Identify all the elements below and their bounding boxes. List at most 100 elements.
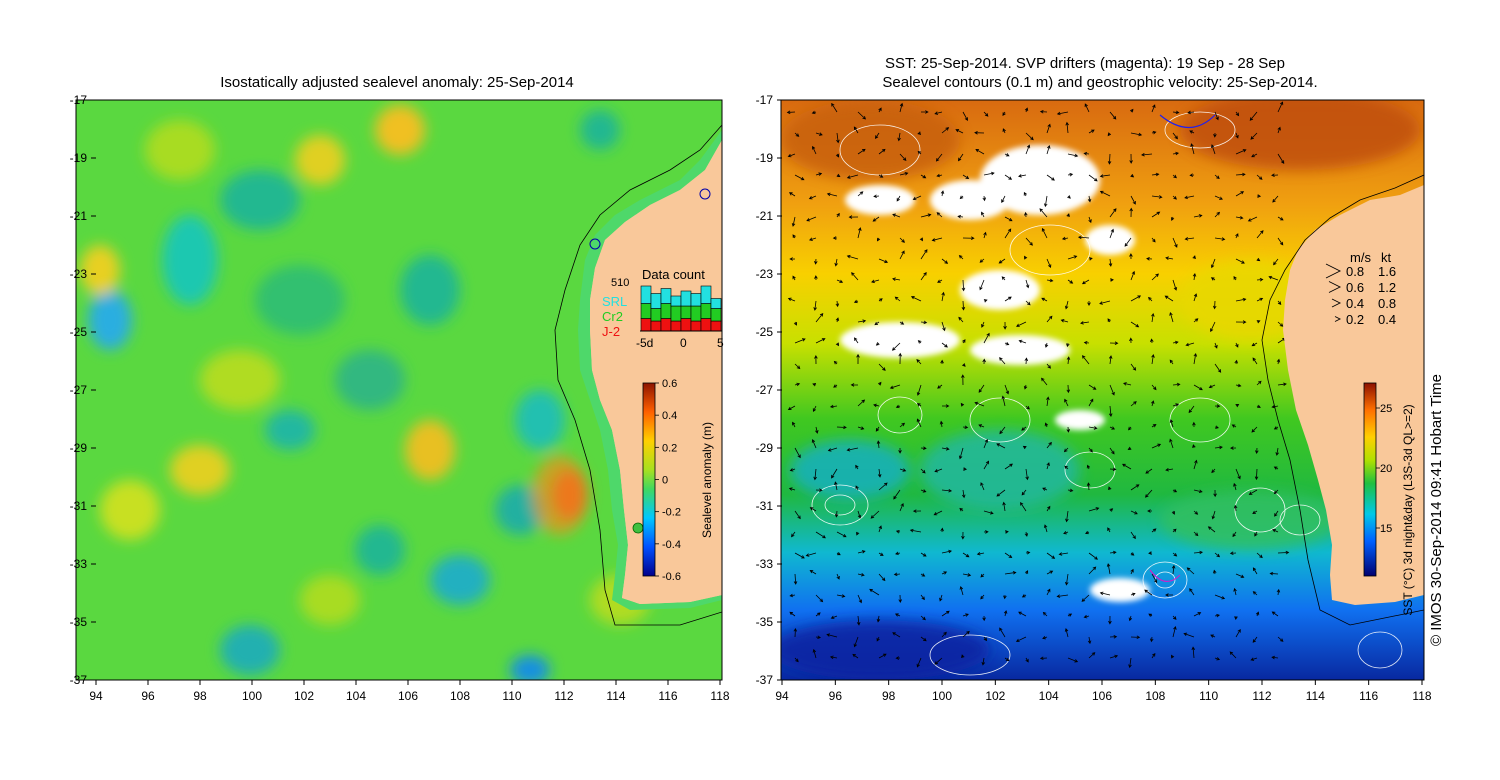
right-ytick--23: -23 xyxy=(756,267,774,281)
sla-field xyxy=(76,100,722,680)
sla-colorbar: 0.6 0.4 0.2 0 -0.2 -0.4 -0.6 Sealevel anomaly … xyxy=(642,378,714,583)
left-xtick-106: 106 xyxy=(398,689,418,703)
right-y-axis: -17 -19 -21 -23 -25 -27 -29 -31 -33 -35 -37 xyxy=(756,93,782,687)
velocity-ms-1: 0.6 xyxy=(1346,280,1364,295)
sst-colorbar-tick-0: 25 xyxy=(1380,403,1392,415)
left-xtick-96: 96 xyxy=(141,689,155,703)
count-bar-1-j2 xyxy=(650,320,662,332)
left-xtick-114: 114 xyxy=(606,689,625,703)
count-bar-4-j2 xyxy=(680,318,692,332)
count-bar-0-j2 xyxy=(640,318,652,332)
left-ytick--29: -29 xyxy=(70,441,88,455)
velocity-legend: m/s kt 0.8 1.60.6 1.20.4 0.80.2 0.4 xyxy=(1325,250,1396,327)
count-bar-7-j2 xyxy=(710,320,722,332)
sla-colorbar-tick-6: -0.6 xyxy=(662,571,681,583)
sla-colorbar-label: Sealevel anomaly (m) xyxy=(700,422,714,538)
data-count-bars xyxy=(640,285,722,332)
legend-j2: J-2 xyxy=(602,324,620,339)
right-xtick-112: 112 xyxy=(1252,689,1271,703)
sst-colorbar-tick-1: 20 xyxy=(1380,463,1392,475)
left-ytick--23: -23 xyxy=(70,267,88,281)
left-ytick--35: -35 xyxy=(70,615,88,629)
sla-colorbar-tick-3: 0 xyxy=(662,475,668,487)
count-bar-1-cr2 xyxy=(650,308,662,322)
sst-colorbar-label: SST (°C) 3d night&day (L3S-3d QL>=2) xyxy=(1401,404,1415,615)
velocity-arrow-0 xyxy=(1325,263,1342,279)
left-map-title: Isostatically adjusted sealevel anomaly:… xyxy=(220,74,574,91)
right-ytick--21: -21 xyxy=(756,209,774,223)
velocity-arrow-3 xyxy=(1334,316,1342,322)
sla-colorbar-tick-5: -0.4 xyxy=(662,539,681,551)
right-xtick-94: 94 xyxy=(775,689,789,703)
count-bar-5-cr2 xyxy=(690,305,702,322)
left-xtick-112: 112 xyxy=(554,689,573,703)
velocity-kt-0: 1.6 xyxy=(1378,264,1396,279)
imos-credit: © IMOS 30-Sep-2014 09:41 Hobart Time xyxy=(1428,374,1445,646)
count-bar-3-j2 xyxy=(670,320,682,332)
right-xtick-96: 96 xyxy=(829,689,843,703)
left-map-frame xyxy=(75,99,723,681)
right-ytick--19: -19 xyxy=(756,151,774,165)
count-bar-7-cr2 xyxy=(710,308,722,322)
left-y-axis: -17 -19 -21 -23 -25 -27 -29 -31 -33 -35 -37 xyxy=(70,93,96,687)
count-bar-6-j2 xyxy=(700,318,712,332)
right-x-axis: 94 96 98 100 102 104 106 108 110 112 114 116 118 xyxy=(775,680,1432,703)
right-ytick--29: -29 xyxy=(756,441,774,455)
left-x-axis: 94 96 98 100 102 104 106 108 110 112 114 116 118 xyxy=(89,680,730,703)
left-ytick--19: -19 xyxy=(70,151,88,165)
count-bar-2-srl xyxy=(660,288,672,304)
count-xtick-0: -5d xyxy=(636,336,653,350)
sla-colorbar-tick-0: 0.6 xyxy=(662,378,677,390)
velocity-arrow-2 xyxy=(1331,298,1342,308)
legend-cr2: Cr2 xyxy=(602,309,623,324)
count-bar-7-srl xyxy=(710,298,722,309)
left-xtick-118: 118 xyxy=(710,689,729,703)
count-bar-2-j2 xyxy=(660,318,672,332)
left-ytick--17: -17 xyxy=(70,93,88,107)
count-bar-5-srl xyxy=(690,293,702,307)
left-ytick--33: -33 xyxy=(70,557,88,571)
sla-colorbar-tick-2: 0.2 xyxy=(662,442,677,454)
right-ytick--27: -27 xyxy=(756,383,774,397)
right-xtick-110: 110 xyxy=(1199,689,1218,703)
left-ytick--37: -37 xyxy=(70,673,88,687)
right-ytick--25: -25 xyxy=(756,325,774,339)
velocity-legend-kt-header: kt xyxy=(1381,250,1392,265)
sst-field xyxy=(781,100,1424,680)
velocity-legend-ms-header: m/s xyxy=(1350,250,1371,265)
count-bar-3-cr2 xyxy=(670,305,682,322)
left-ytick--31: -31 xyxy=(70,499,88,513)
right-ytick--33: -33 xyxy=(756,557,774,571)
count-bar-5-j2 xyxy=(690,320,702,332)
data-count-title: Data count xyxy=(642,267,705,282)
left-xtick-100: 100 xyxy=(242,689,262,703)
count-xtick-1: 0 xyxy=(680,336,687,350)
count-bar-0-cr2 xyxy=(640,303,652,319)
left-ytick--25: -25 xyxy=(70,325,88,339)
sla-colorbar-tick-1: 0.4 xyxy=(662,410,677,422)
right-map-title-2: Sealevel contours (0.1 m) and geostrophi… xyxy=(882,74,1317,91)
sst-colorbar-tick-2: 15 xyxy=(1380,523,1392,535)
left-ytick--21: -21 xyxy=(70,209,88,223)
data-count-inset: Data count 510 SRL Cr2 J-2 -5d 0 5 xyxy=(602,267,724,350)
count-bar-1-srl xyxy=(650,293,662,309)
velocity-ms-3: 0.2 xyxy=(1346,312,1364,327)
left-xtick-102: 102 xyxy=(294,689,314,703)
count-bar-6-srl xyxy=(700,285,712,304)
right-ytick--17: -17 xyxy=(756,93,774,107)
right-xtick-104: 104 xyxy=(1039,689,1059,703)
velocity-kt-2: 0.8 xyxy=(1378,296,1396,311)
sla-colorbar-tick-4: -0.2 xyxy=(662,507,681,519)
velocity-kt-3: 0.4 xyxy=(1378,312,1396,327)
count-bar-4-srl xyxy=(680,290,692,307)
right-xtick-100: 100 xyxy=(932,689,952,703)
left-xtick-98: 98 xyxy=(193,689,207,703)
sst-colorbar: 25 20 15 SST (°C) 3d night&day (L3S-3d QL>… xyxy=(1363,382,1415,616)
count-bar-3-srl xyxy=(670,295,682,307)
right-xtick-116: 116 xyxy=(1359,689,1378,703)
count-bar-6-cr2 xyxy=(700,303,712,319)
right-xtick-118: 118 xyxy=(1412,689,1431,703)
right-xtick-98: 98 xyxy=(882,689,896,703)
right-ytick--37: -37 xyxy=(756,673,774,687)
